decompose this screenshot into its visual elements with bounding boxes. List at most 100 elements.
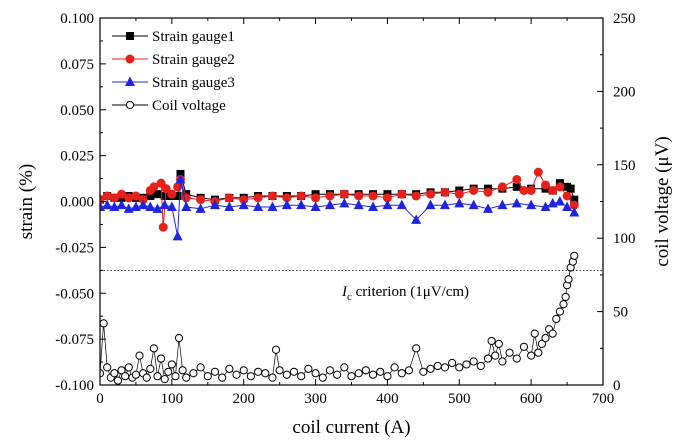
criterion-label: Ic criterion (1μV/cm)	[341, 284, 469, 303]
data-point	[368, 191, 378, 201]
data-point	[267, 201, 278, 212]
data-point	[569, 207, 580, 217]
y2-tick-label: 100	[613, 231, 636, 247]
data-point	[267, 191, 277, 201]
data-point	[433, 361, 442, 371]
data-point	[562, 201, 573, 212]
legend-item: Coil voltage	[112, 98, 226, 114]
legend-marker	[125, 76, 135, 86]
data-point	[281, 199, 292, 210]
legend-marker	[126, 32, 134, 40]
x-tick-label: 700	[592, 391, 615, 407]
data-point	[232, 370, 241, 379]
data-point	[512, 354, 521, 363]
data-point	[483, 203, 494, 213]
y-axis-title: strain (%)	[16, 164, 37, 239]
data-point	[304, 364, 313, 373]
data-point	[318, 373, 327, 382]
data-point	[311, 193, 321, 203]
data-point	[176, 169, 185, 178]
data-point	[209, 199, 220, 210]
data-point	[181, 193, 191, 203]
data-point	[519, 342, 529, 351]
data-point	[102, 199, 113, 210]
data-point	[149, 182, 159, 192]
data-point	[541, 180, 551, 190]
data-point	[196, 195, 206, 205]
data-point	[149, 344, 158, 353]
series-open-circle	[100, 251, 579, 385]
y2-tick-label: 200	[613, 84, 636, 100]
data-point	[100, 319, 108, 328]
y-tick-label: 0.025	[60, 149, 94, 165]
data-point	[152, 203, 163, 213]
data-point	[239, 195, 249, 205]
data-point	[124, 363, 133, 372]
y2-axis-title: coil voltage (μV)	[652, 136, 673, 266]
data-point	[225, 364, 234, 373]
data-point	[483, 187, 493, 197]
data-point	[135, 351, 144, 360]
data-point	[253, 367, 263, 376]
data-point	[468, 199, 479, 210]
x-tick-label: 300	[304, 391, 327, 407]
data-point	[156, 354, 166, 363]
data-point	[103, 363, 112, 372]
data-point	[540, 201, 551, 212]
data-point	[296, 191, 306, 201]
data-point	[555, 182, 565, 192]
data-point	[196, 363, 205, 372]
data-point	[491, 351, 500, 360]
data-point	[261, 369, 270, 378]
data-point	[505, 348, 514, 357]
x-tick-label: 500	[448, 391, 471, 407]
y-tick-label: 0.075	[60, 57, 94, 73]
data-point	[526, 185, 536, 195]
plot-frame	[99, 17, 604, 386]
data-point	[253, 193, 263, 203]
data-point	[397, 369, 406, 378]
data-point	[153, 190, 162, 199]
series-triangle	[100, 173, 580, 241]
data-point	[160, 375, 169, 384]
data-point	[353, 199, 364, 210]
criterion-label-text: criterion (1μV/cm)	[352, 284, 469, 300]
data-point	[167, 360, 176, 369]
data-point	[182, 373, 191, 382]
data-point	[339, 189, 349, 199]
data-point	[382, 199, 393, 210]
y-tick-label: -0.075	[55, 332, 94, 348]
data-point	[382, 193, 392, 203]
data-point	[537, 339, 547, 348]
data-point	[224, 201, 235, 212]
data-point	[555, 307, 564, 316]
plot-data-layer	[100, 167, 580, 385]
legend-marker	[125, 54, 135, 64]
data-point	[124, 193, 134, 203]
criterion-label-symbol: I	[341, 284, 348, 300]
data-point	[455, 363, 464, 372]
data-point	[238, 199, 249, 210]
data-point	[311, 369, 320, 378]
data-point	[383, 372, 392, 381]
legend-label: Strain gauge2	[152, 52, 235, 68]
data-point	[564, 275, 573, 284]
data-point	[275, 366, 284, 375]
data-point	[160, 191, 169, 200]
data-point	[146, 191, 155, 200]
data-point	[210, 367, 220, 376]
data-point	[390, 363, 399, 372]
data-point	[340, 363, 349, 372]
y2-tick-label: 150	[613, 158, 636, 174]
data-point	[218, 373, 227, 382]
data-point	[487, 336, 496, 346]
data-point	[512, 182, 521, 191]
y2-tick-label: 0	[613, 378, 621, 394]
data-point	[476, 361, 485, 371]
x-axis-title: coil current (A)	[292, 417, 410, 438]
data-point	[419, 367, 428, 376]
data-point	[411, 214, 422, 224]
y-tick-label: 0.100	[60, 11, 94, 27]
data-point	[548, 329, 557, 338]
data-point	[131, 370, 141, 379]
